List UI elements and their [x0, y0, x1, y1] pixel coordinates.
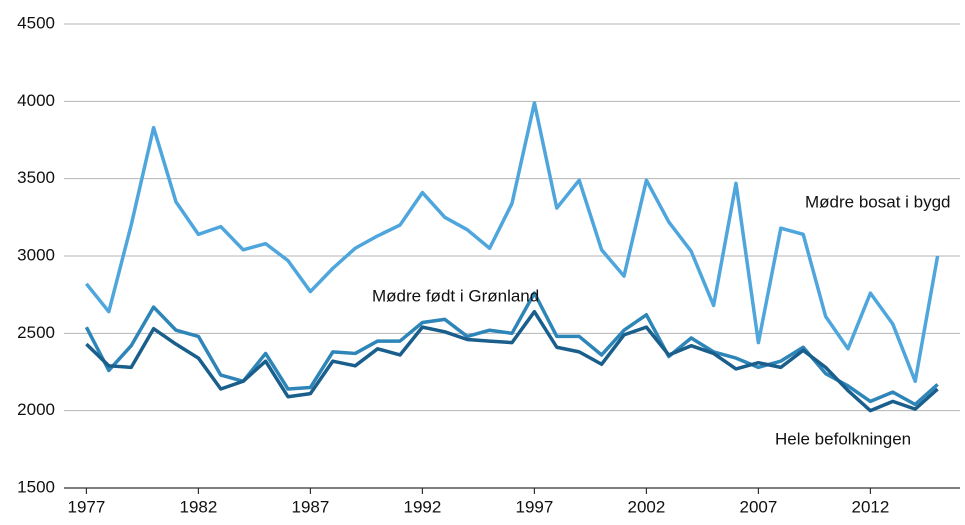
x-tick-label: 2012 — [851, 497, 889, 516]
x-tick-label: 1982 — [179, 497, 217, 516]
x-tick-label: 1992 — [403, 497, 441, 516]
y-tick-label: 1500 — [17, 477, 55, 496]
y-tick-label: 3000 — [17, 245, 55, 264]
series-line — [85, 101, 940, 384]
series-label: Hele befolkningen — [775, 429, 911, 448]
x-tick-label: 2002 — [627, 497, 665, 516]
x-tick-label: 1997 — [515, 497, 553, 516]
y-tick-label: 3500 — [17, 168, 55, 187]
series-label: Mødre bosat i bygd — [805, 192, 951, 211]
series-line — [84, 291, 939, 407]
y-tick-label: 2500 — [17, 323, 55, 342]
y-tick-label: 4500 — [17, 13, 55, 32]
x-tick-label: 2007 — [739, 497, 777, 516]
x-tick-label: 1977 — [67, 497, 105, 516]
series-line — [85, 309, 939, 413]
y-tick-label: 4000 — [17, 91, 55, 110]
x-tick-label: 1987 — [291, 497, 329, 516]
series-label: Mødre født i Grønland — [372, 286, 539, 305]
y-tick-label: 2000 — [17, 400, 55, 419]
